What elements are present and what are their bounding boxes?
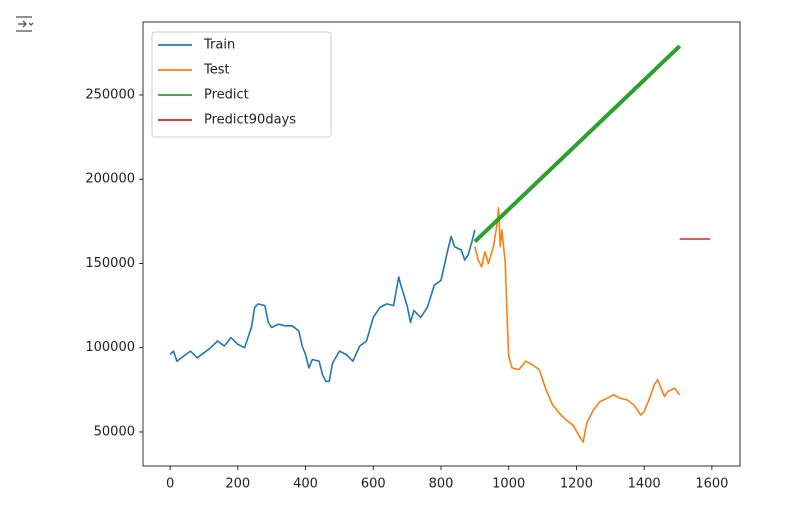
x-tick-label: 600 [361, 477, 386, 492]
x-tick-label: 1400 [628, 477, 661, 492]
series-line [473, 44, 682, 244]
cell-icon[interactable] [13, 13, 35, 35]
x-tick-label: 400 [293, 477, 318, 492]
legend-label: Test [203, 63, 230, 78]
axes-frame [142, 21, 741, 467]
x-tick-label: 1200 [560, 477, 593, 492]
y-tick-label: 150000 [85, 256, 135, 271]
x-tick-label: 1600 [695, 477, 728, 492]
series-line [474, 207, 681, 443]
legend-label: Predict [204, 88, 249, 103]
legend-label: Predict90days [204, 113, 296, 128]
x-tick-label: 200 [225, 477, 250, 492]
y-tick-label: 100000 [85, 340, 135, 355]
x-tick-label: 800 [429, 477, 454, 492]
legend-frame [151, 31, 332, 138]
legend-label: Train [203, 38, 235, 53]
series-line [169, 229, 476, 383]
y-tick-label: 250000 [85, 87, 135, 102]
y-tick-label: 200000 [85, 172, 135, 187]
x-tick-label: 1000 [492, 477, 525, 492]
y-tick-label: 50000 [94, 424, 135, 439]
x-tick-label: 0 [166, 477, 174, 492]
